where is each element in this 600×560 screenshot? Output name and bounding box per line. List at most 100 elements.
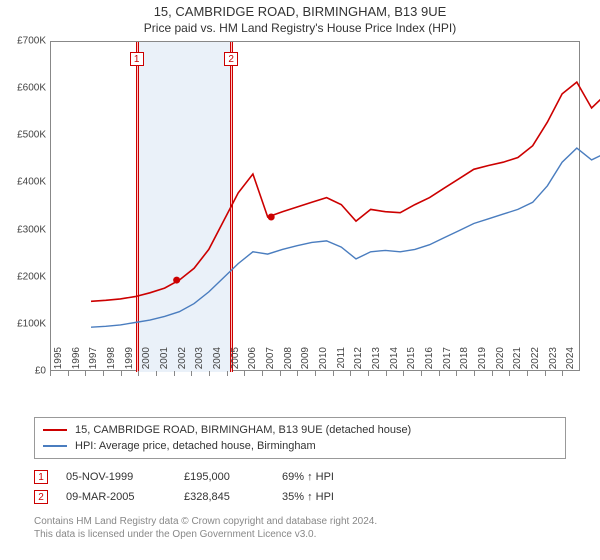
x-axis-label: 2018 [459, 347, 470, 377]
footer-line: This data is licensed under the Open Gov… [34, 528, 566, 541]
x-tick [191, 371, 192, 376]
line-series [91, 42, 600, 372]
x-tick [297, 371, 298, 376]
x-tick [121, 371, 122, 376]
x-axis-label: 2010 [318, 347, 329, 377]
x-tick [315, 371, 316, 376]
x-axis-label: 2001 [159, 347, 170, 377]
x-tick [333, 371, 334, 376]
x-tick [421, 371, 422, 376]
x-axis-label: 2013 [371, 347, 382, 377]
y-axis-label: £400K [4, 177, 46, 188]
x-axis-label: 2023 [548, 347, 559, 377]
series-hpi [91, 148, 600, 327]
x-tick [562, 371, 563, 376]
x-tick [244, 371, 245, 376]
x-tick [227, 371, 228, 376]
x-tick [527, 371, 528, 376]
event-flag-icon: 2 [34, 490, 48, 504]
x-axis-label: 2005 [230, 347, 241, 377]
x-tick [280, 371, 281, 376]
x-axis-label: 2014 [389, 347, 400, 377]
footer: Contains HM Land Registry data © Crown c… [34, 515, 566, 541]
x-axis-label: 2003 [194, 347, 205, 377]
x-tick [103, 371, 104, 376]
y-axis-label: £300K [4, 224, 46, 235]
x-tick [368, 371, 369, 376]
x-axis-label: 2006 [247, 347, 258, 377]
event-pct: 69% ↑ HPI [282, 471, 362, 483]
titles: 15, CAMBRIDGE ROAD, BIRMINGHAM, B13 9UE … [0, 0, 600, 41]
x-axis-label: 2011 [336, 347, 347, 377]
x-axis-label: 1999 [124, 347, 135, 377]
legend-label: 15, CAMBRIDGE ROAD, BIRMINGHAM, B13 9UE … [75, 422, 411, 438]
x-axis-label: 2007 [265, 347, 276, 377]
x-axis-label: 2017 [442, 347, 453, 377]
legend-row: 15, CAMBRIDGE ROAD, BIRMINGHAM, B13 9UE … [43, 422, 557, 438]
x-tick [403, 371, 404, 376]
x-tick [156, 371, 157, 376]
event-flag-number: 2 [38, 492, 44, 503]
x-tick [545, 371, 546, 376]
x-axis-label: 2016 [424, 347, 435, 377]
x-axis-label: 2015 [406, 347, 417, 377]
x-tick [492, 371, 493, 376]
x-tick [262, 371, 263, 376]
y-axis-label: £700K [4, 36, 46, 47]
x-axis-label: 2004 [212, 347, 223, 377]
x-axis-label: 2002 [177, 347, 188, 377]
x-axis-label: 1995 [53, 347, 64, 377]
sale-point-icon [268, 213, 275, 220]
x-axis-label: 2020 [495, 347, 506, 377]
x-tick [509, 371, 510, 376]
x-axis-label: 2009 [300, 347, 311, 377]
x-axis-label: 2012 [353, 347, 364, 377]
x-axis-label: 2008 [283, 347, 294, 377]
y-axis-label: £200K [4, 271, 46, 282]
x-tick [138, 371, 139, 376]
x-axis-label: 2019 [477, 347, 488, 377]
x-tick [209, 371, 210, 376]
event-pct: 35% ↑ HPI [282, 491, 362, 503]
x-tick [456, 371, 457, 376]
x-tick [174, 371, 175, 376]
title-main: 15, CAMBRIDGE ROAD, BIRMINGHAM, B13 9UE [0, 4, 600, 19]
event-flag-number: 1 [38, 472, 44, 483]
event-price: £195,000 [184, 471, 264, 483]
x-tick [85, 371, 86, 376]
legend-row: HPI: Average price, detached house, Birm… [43, 438, 557, 454]
events-table: 1 05-NOV-1999 £195,000 69% ↑ HPI 2 09-MA… [34, 467, 566, 507]
x-tick [386, 371, 387, 376]
x-axis-label: 2000 [141, 347, 152, 377]
x-tick [439, 371, 440, 376]
legend-label: HPI: Average price, detached house, Birm… [75, 438, 316, 454]
footer-line: Contains HM Land Registry data © Crown c… [34, 515, 566, 528]
chart-container: 15, CAMBRIDGE ROAD, BIRMINGHAM, B13 9UE … [0, 0, 600, 560]
x-tick [350, 371, 351, 376]
legend-swatch [43, 445, 67, 447]
x-tick [474, 371, 475, 376]
sale-point-icon [173, 277, 180, 284]
y-axis-label: £100K [4, 318, 46, 329]
x-tick [68, 371, 69, 376]
x-axis-label: 1997 [88, 347, 99, 377]
x-tick [50, 371, 51, 376]
chart-area: 12 £0£100K£200K£300K£400K£500K£600K£700K… [10, 41, 590, 411]
event-row: 1 05-NOV-1999 £195,000 69% ↑ HPI [34, 467, 566, 487]
series-property [91, 82, 600, 301]
event-date: 05-NOV-1999 [66, 471, 166, 483]
x-axis-label: 2022 [530, 347, 541, 377]
title-sub: Price paid vs. HM Land Registry's House … [0, 21, 600, 35]
y-axis-label: £0 [4, 366, 46, 377]
x-axis-label: 1996 [71, 347, 82, 377]
event-flag-icon: 1 [34, 470, 48, 484]
x-axis-label: 2021 [512, 347, 523, 377]
event-price: £328,845 [184, 491, 264, 503]
x-axis-label: 1998 [106, 347, 117, 377]
legend: 15, CAMBRIDGE ROAD, BIRMINGHAM, B13 9UE … [34, 417, 566, 459]
event-date: 09-MAR-2005 [66, 491, 166, 503]
y-axis-label: £500K [4, 130, 46, 141]
legend-swatch [43, 429, 67, 431]
plot-background: 12 [50, 41, 580, 371]
y-axis-label: £600K [4, 83, 46, 94]
